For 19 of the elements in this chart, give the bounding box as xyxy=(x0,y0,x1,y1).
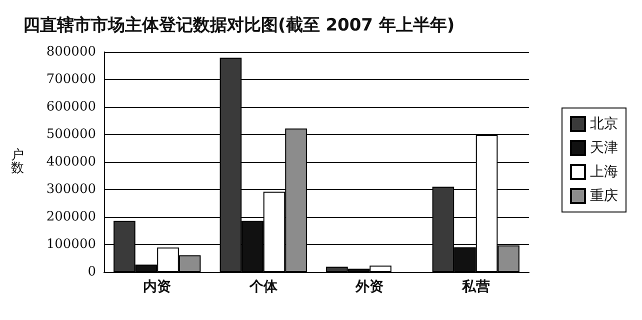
y-tick-label: 600000 xyxy=(46,100,96,114)
y-tick-label: 100000 xyxy=(46,237,96,252)
x-tick-label: 外资 xyxy=(354,279,384,295)
y-tick-label: 200000 xyxy=(46,210,96,224)
x-tick-label: 私营 xyxy=(460,279,490,295)
y-axis-title: 户数 xyxy=(11,148,24,176)
y-tick-label: 300000 xyxy=(46,182,96,197)
x-tick-label: 内资 xyxy=(143,279,172,295)
y-tick-label: 400000 xyxy=(46,154,96,170)
legend-label: 重庆 xyxy=(590,188,618,204)
y-tick-label: 0 xyxy=(88,264,96,280)
y-tick-label: 500000 xyxy=(46,127,96,142)
y-tick-label: 700000 xyxy=(46,72,96,87)
x-tick-label: 个体 xyxy=(248,279,278,295)
y-tick-label: 800000 xyxy=(46,44,96,60)
legend-label: 天津 xyxy=(590,140,618,156)
legend-label: 北京 xyxy=(590,116,618,132)
chart-title: 四直辖市市场主体登记数据对比图(截至 2007 年上半年) xyxy=(23,16,455,36)
legend-label: 上海 xyxy=(590,164,618,180)
